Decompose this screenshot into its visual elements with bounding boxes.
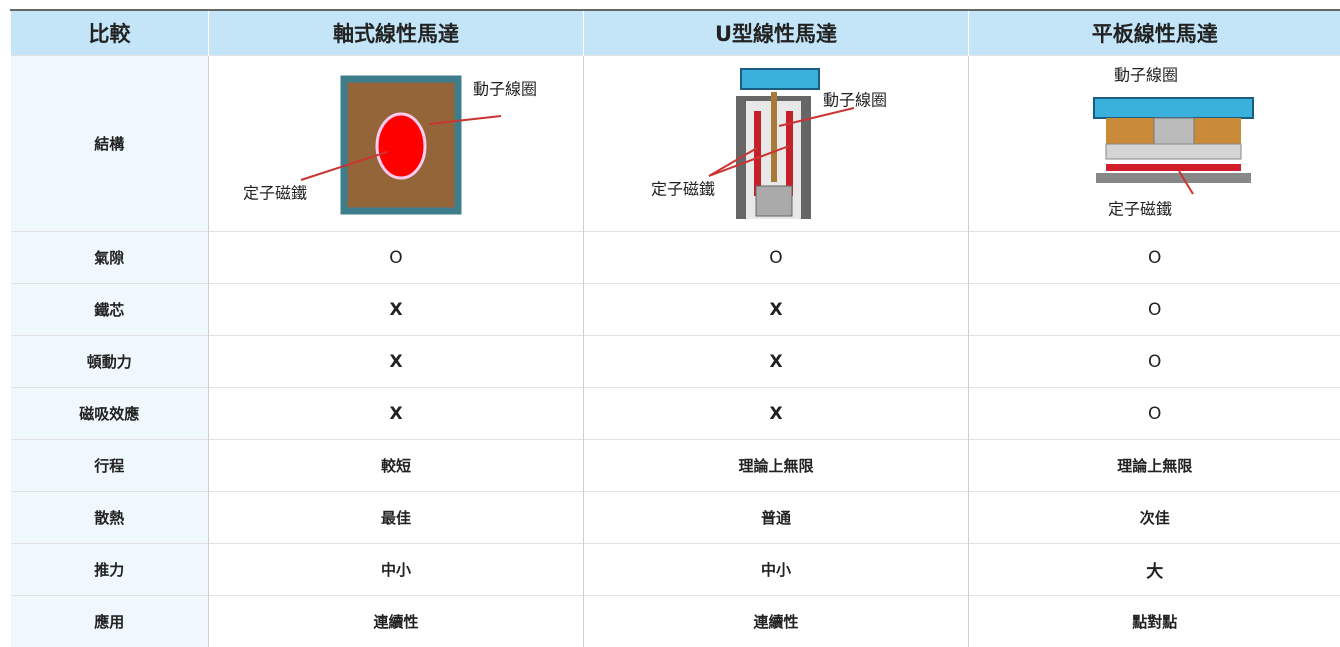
row-label: 鐵芯 <box>11 284 209 336</box>
diagram: 動子線圈 定子磁鐵 <box>969 56 1340 227</box>
row-label: 推力 <box>11 544 209 596</box>
table-cell: 理論上無限 <box>584 440 969 492</box>
table-cell: 較短 <box>209 440 584 492</box>
table-cell: X <box>209 336 584 388</box>
header-cell: 平板線性馬達 <box>969 10 1340 56</box>
header-cell: 軸式線性馬達 <box>209 10 584 56</box>
table-cell: O <box>584 232 969 284</box>
table-cell: 連續性 <box>584 596 969 647</box>
table-cell: 理論上無限 <box>969 440 1340 492</box>
row-label: 氣隙 <box>11 232 209 284</box>
diagram-label: 定子磁鐵 <box>1108 200 1172 219</box>
diagram-cell: 動子線圈 定子磁鐵 <box>969 56 1340 232</box>
table-row: 散熱最佳普通次佳 <box>11 492 1340 544</box>
structure-row: 結構 動子線圈 定子磁鐵 動子線圈 定子磁鐵 <box>11 56 1340 232</box>
row-label: 結構 <box>11 56 209 232</box>
diagram-label: 動子線圈 <box>823 91 887 110</box>
diagram-cell: 動子線圈 定子磁鐵 <box>584 56 969 232</box>
diagram-label: 定子磁鐵 <box>243 184 307 203</box>
row-label: 應用 <box>11 596 209 647</box>
row-label: 行程 <box>11 440 209 492</box>
table-cell: 點對點 <box>969 596 1340 647</box>
table-cell: X <box>584 284 969 336</box>
table-cell: X <box>584 388 969 440</box>
table-row: 推力中小中小大 <box>11 544 1340 596</box>
table-cell: 中小 <box>209 544 584 596</box>
table-row: 行程較短理論上無限理論上無限 <box>11 440 1340 492</box>
table-row: 應用連續性連續性點對點 <box>11 596 1340 647</box>
row-label: 頓動力 <box>11 336 209 388</box>
table-cell: 連續性 <box>209 596 584 647</box>
table-cell: X <box>209 284 584 336</box>
row-label: 散熱 <box>11 492 209 544</box>
table-cell: O <box>209 232 584 284</box>
row-label: 磁吸效應 <box>11 388 209 440</box>
table-cell: 大 <box>969 544 1340 596</box>
diagram: 動子線圈 定子磁鐵 <box>584 56 969 227</box>
table-cell: O <box>969 336 1340 388</box>
diagram-label: 動子線圈 <box>1114 66 1178 85</box>
diagram-cell: 動子線圈 定子磁鐵 <box>209 56 584 232</box>
table-cell: X <box>584 336 969 388</box>
table-cell: 中小 <box>584 544 969 596</box>
diagram: 動子線圈 定子磁鐵 <box>209 56 584 227</box>
diagram-label: 定子磁鐵 <box>651 180 715 199</box>
table-cell: 普通 <box>584 492 969 544</box>
table-cell: 次佳 <box>969 492 1340 544</box>
diagram-label: 動子線圈 <box>473 80 537 99</box>
table-cell: O <box>969 388 1340 440</box>
table-cell: X <box>209 388 584 440</box>
table-cell: O <box>969 232 1340 284</box>
table-body: 結構 動子線圈 定子磁鐵 動子線圈 定子磁鐵 <box>11 56 1340 647</box>
table-cell: O <box>969 284 1340 336</box>
table-cell: 最佳 <box>209 492 584 544</box>
header-cell: U型線性馬達 <box>584 10 969 56</box>
header-cell: 比較 <box>11 10 209 56</box>
